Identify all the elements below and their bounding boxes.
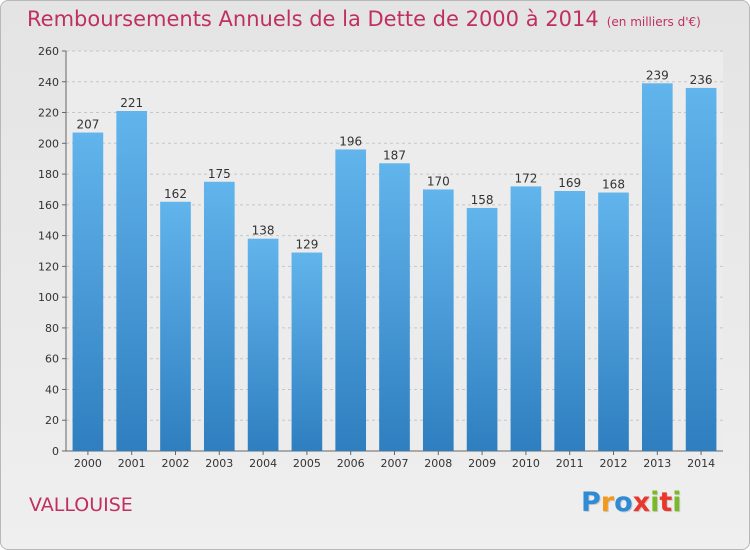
x-tick-label: 2014 (687, 457, 715, 470)
logo-letter: P (581, 487, 601, 518)
bar-value-label: 172 (514, 171, 537, 185)
x-tick-label: 2006 (337, 457, 365, 470)
bar-value-label: 129 (295, 238, 318, 252)
bar (641, 83, 673, 452)
bar (554, 191, 586, 451)
logo-letter: t (659, 487, 673, 518)
logo-letter: x (632, 487, 651, 518)
y-tick-label: 220 (38, 107, 59, 120)
x-tick-label: 2005 (293, 457, 321, 470)
bar (685, 87, 717, 451)
x-tick-label: 2011 (556, 457, 584, 470)
x-tick-label: 2013 (643, 457, 671, 470)
y-tick-label: 180 (38, 168, 59, 181)
y-tick-label: 60 (45, 353, 59, 366)
bar (247, 238, 279, 451)
logo-letter: i (650, 487, 660, 518)
bar-value-label: 239 (646, 68, 669, 82)
logo-letter: i (672, 487, 682, 518)
x-tick-label: 2012 (600, 457, 628, 470)
bar-value-label: 196 (339, 134, 362, 148)
x-tick-label: 2004 (249, 457, 277, 470)
x-tick-label: 2001 (118, 457, 146, 470)
bar (116, 111, 148, 451)
y-tick-label: 80 (45, 322, 59, 335)
x-tick-label: 2009 (468, 457, 496, 470)
bar-value-label: 187 (383, 148, 406, 162)
bar-value-label: 158 (471, 193, 494, 207)
bar (379, 163, 410, 452)
x-tick-label: 2010 (512, 457, 540, 470)
y-tick-label: 260 (38, 45, 59, 58)
y-tick-label: 140 (38, 230, 59, 243)
y-tick-label: 0 (52, 445, 59, 458)
chart-unit: (en milliers d'€) (606, 15, 701, 29)
proxiti-logo: Proxiti (581, 487, 682, 518)
bar (510, 186, 542, 451)
bar-value-label: 138 (252, 224, 275, 238)
bar (335, 149, 367, 451)
bar-value-label: 168 (602, 178, 625, 192)
bar (72, 132, 104, 452)
bar (160, 201, 191, 451)
bar-value-label: 170 (427, 174, 450, 188)
bar (598, 192, 629, 452)
y-tick-label: 120 (38, 260, 59, 273)
y-tick-label: 160 (38, 199, 59, 212)
x-tick-label: 2008 (424, 457, 452, 470)
x-tick-label: 2007 (381, 457, 409, 470)
bar (422, 189, 454, 451)
y-tick-label: 240 (38, 76, 59, 89)
bar-value-label: 221 (120, 96, 143, 110)
logo-letter: o (614, 487, 633, 518)
x-tick-label: 2002 (162, 457, 190, 470)
bar (466, 207, 498, 451)
bar-value-label: 169 (558, 176, 581, 190)
chart-title: Remboursements Annuels de la Dette de 20… (27, 7, 701, 31)
bar-value-label: 207 (76, 118, 99, 132)
y-tick-label: 200 (38, 137, 59, 150)
y-tick-label: 100 (38, 291, 59, 304)
chart-title-text: Remboursements Annuels de la Dette de 20… (27, 7, 599, 31)
bar (203, 181, 235, 451)
commune-name: VALLOUISE (29, 494, 133, 516)
bar-value-label: 162 (164, 187, 187, 201)
x-tick-label: 2000 (74, 457, 102, 470)
bar (291, 252, 323, 451)
logo-letter: r (600, 487, 615, 518)
bar-value-label: 236 (690, 73, 713, 87)
bar-value-label: 175 (208, 167, 231, 181)
y-tick-label: 40 (45, 383, 59, 396)
y-tick-label: 20 (45, 414, 59, 427)
x-tick-label: 2003 (205, 457, 233, 470)
